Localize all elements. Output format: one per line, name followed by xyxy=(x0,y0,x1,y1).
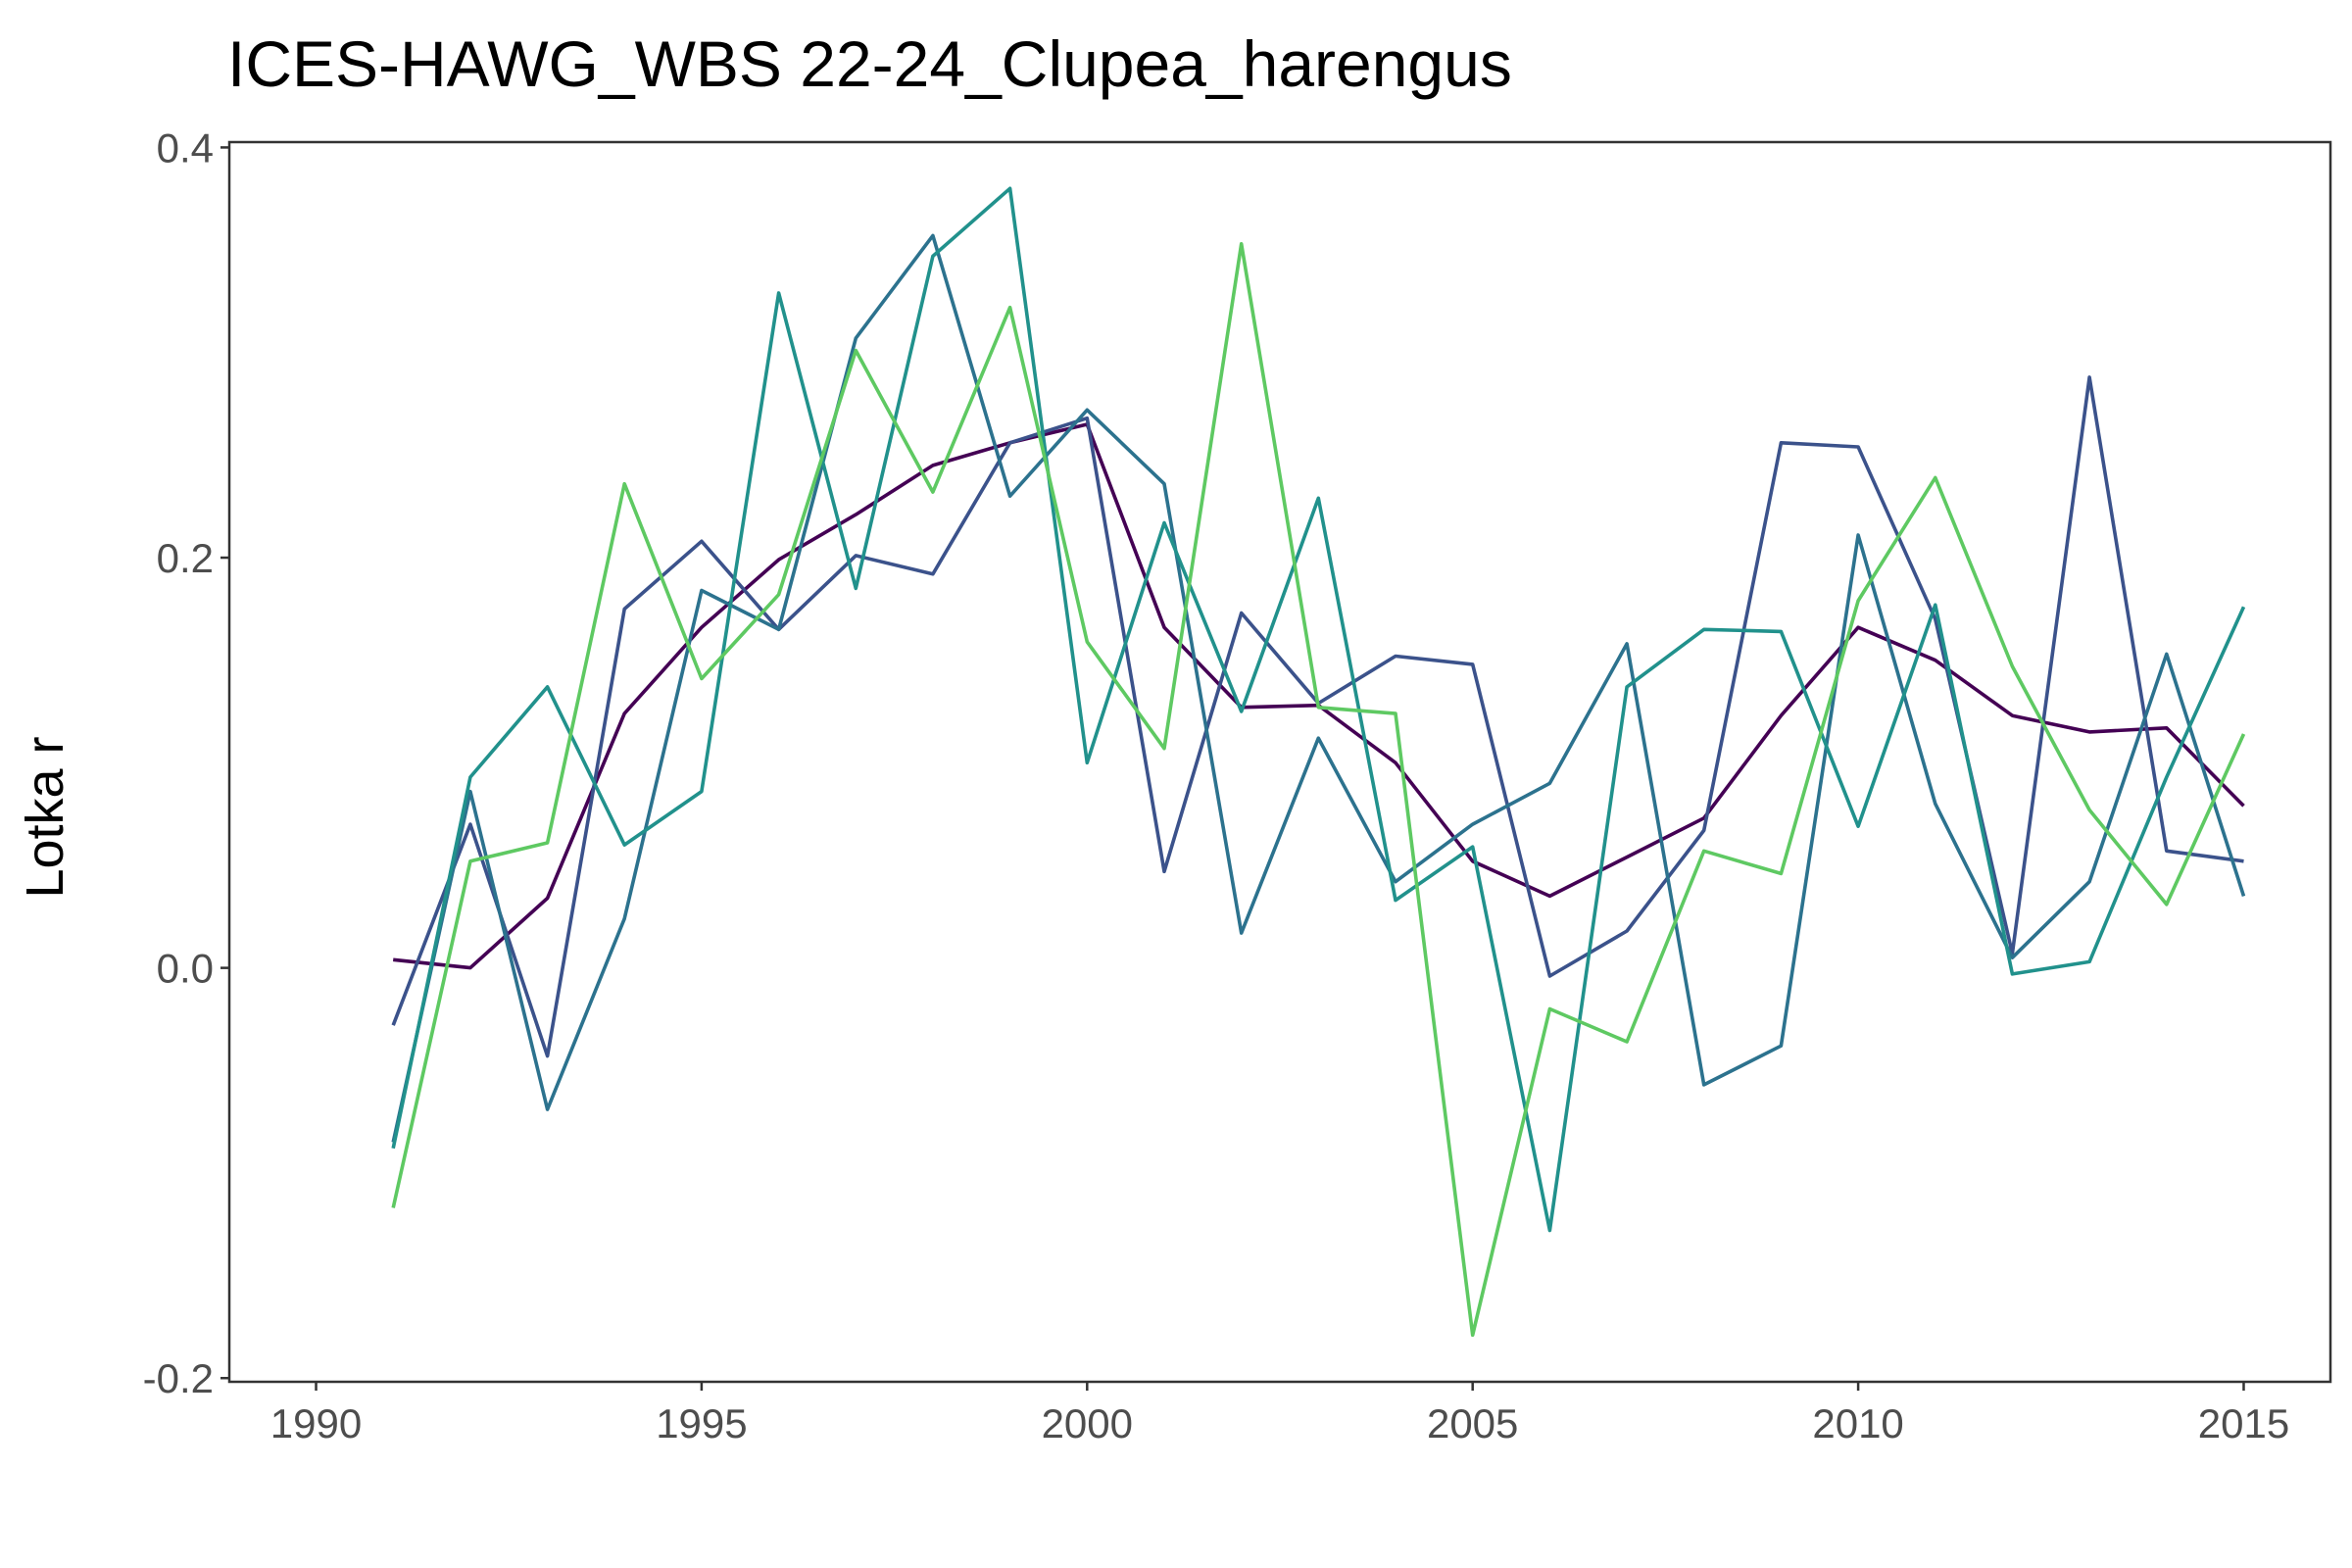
x-tick-label: 1990 xyxy=(270,1400,362,1446)
y-axis-title: Lotka r xyxy=(16,736,74,898)
series-layer xyxy=(391,186,2246,1338)
x-tick-label: 1995 xyxy=(656,1400,747,1446)
chart-title: ICES-HAWG_WBS 22-24_Clupea_harengus xyxy=(227,27,1512,100)
y-tick-label: 0.2 xyxy=(157,535,214,581)
x-tick-label: 2010 xyxy=(1812,1400,1903,1446)
series-line-3 xyxy=(391,233,2246,1143)
y-tick-label: 0.4 xyxy=(157,124,214,171)
y-tick-label: 0.0 xyxy=(157,946,214,992)
series-line-4 xyxy=(391,186,2246,1233)
x-tick-label: 2000 xyxy=(1042,1400,1133,1446)
x-tick-label: 2005 xyxy=(1427,1400,1518,1446)
series-line-5 xyxy=(391,242,2246,1338)
plot-panel xyxy=(227,140,2332,1384)
y-axis: -0.2 0.0 0.2 0.4 xyxy=(143,124,229,1401)
x-tick-label: 2015 xyxy=(2198,1400,2289,1446)
y-tick-label: -0.2 xyxy=(143,1355,214,1401)
x-axis: 1990 1995 2000 2005 2010 2015 xyxy=(270,1382,2289,1446)
